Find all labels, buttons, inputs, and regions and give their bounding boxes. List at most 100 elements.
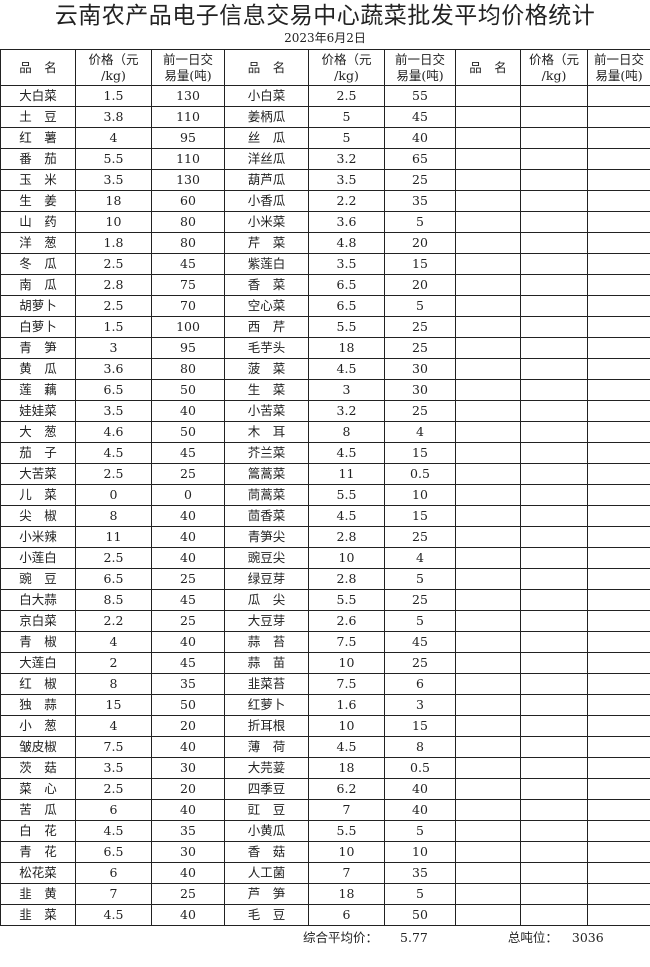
cell-empty (455, 106, 521, 128)
cell-price: 6.5 (75, 568, 152, 590)
header-row: 品 名 价格（元/kg) 前一日交 易量(吨) 品 名 价格（元/kg) 前一日交… (0, 49, 650, 86)
cell-volume: 50 (151, 421, 225, 443)
cell-name: 大白菜 (0, 85, 76, 107)
cell-empty (520, 295, 588, 317)
cell-volume: 80 (151, 211, 225, 233)
cell-volume: 10 (384, 841, 456, 863)
table-row: 娃娃菜 3.5 40 小苦菜 3.2 25 (0, 400, 650, 422)
table-row: 青 花 6.5 30 香 菇 10 10 (0, 841, 650, 863)
cell-name: 小白菜 (224, 85, 309, 107)
table-row: 番 茄 5.5 110 洋丝瓜 3.2 65 (0, 148, 650, 170)
cell-price: 8 (308, 421, 385, 443)
cell-volume: 130 (151, 169, 225, 191)
cell-price: 4.5 (75, 904, 152, 926)
header-name: 品 名 (455, 49, 521, 86)
cell-name: 折耳根 (224, 715, 309, 737)
cell-price: 3.5 (75, 757, 152, 779)
cell-volume: 45 (151, 652, 225, 674)
cell-empty (587, 316, 650, 338)
cell-price: 4.5 (308, 505, 385, 527)
cell-price: 6 (75, 862, 152, 884)
cell-empty (520, 316, 588, 338)
cell-name: 儿 菜 (0, 484, 76, 506)
cell-name: 京白菜 (0, 610, 76, 632)
cell-price: 7 (308, 862, 385, 884)
cell-empty (455, 610, 521, 632)
total-tonnage-label: 总吨位： (507, 930, 558, 945)
cell-volume: 130 (151, 85, 225, 107)
cell-empty (520, 484, 588, 506)
cell-name: 人工菌 (224, 862, 309, 884)
cell-empty (587, 715, 650, 737)
cell-price: 3.8 (75, 106, 152, 128)
table-row: 红 椒 8 35 韭菜苔 7.5 6 (0, 673, 650, 695)
cell-empty (587, 211, 650, 233)
cell-volume: 25 (151, 610, 225, 632)
header-volume: 前一日交 易量(吨) (587, 49, 650, 86)
cell-price: 2.5 (75, 253, 152, 275)
cell-price: 8 (75, 505, 152, 527)
cell-volume: 40 (384, 778, 456, 800)
cell-name: 薄 荷 (224, 736, 309, 758)
cell-empty (520, 883, 588, 905)
price-table: 品 名 价格（元/kg) 前一日交 易量(吨) 品 名 价格（元/kg) 前一日交… (0, 49, 650, 926)
table-row: 茄 子 4.5 45 芥兰菜 4.5 15 (0, 442, 650, 464)
cell-price: 2.8 (308, 568, 385, 590)
cell-price: 2.6 (308, 610, 385, 632)
cell-volume: 30 (151, 757, 225, 779)
cell-volume: 45 (151, 442, 225, 464)
cell-empty (455, 337, 521, 359)
average-price-label: 综合平均价： (303, 930, 379, 945)
table-row: 菜 心 2.5 20 四季豆 6.2 40 (0, 778, 650, 800)
cell-name: 豌豆尖 (224, 547, 309, 569)
header-volume: 前一日交 易量(吨) (151, 49, 225, 86)
cell-volume: 95 (151, 337, 225, 359)
cell-empty (455, 127, 521, 149)
cell-price: 4 (75, 631, 152, 653)
table-row: 洋 葱 1.8 80 芹 菜 4.8 20 (0, 232, 650, 254)
cell-price: 2.5 (308, 85, 385, 107)
cell-name: 皱皮椒 (0, 736, 76, 758)
cell-volume: 0.5 (384, 757, 456, 779)
cell-volume: 40 (151, 862, 225, 884)
cell-empty (455, 841, 521, 863)
cell-price: 10 (308, 652, 385, 674)
table-row: 皱皮椒 7.5 40 薄 荷 4.5 8 (0, 736, 650, 758)
cell-empty (455, 316, 521, 338)
cell-empty (455, 400, 521, 422)
cell-name: 瓜 尖 (224, 589, 309, 611)
cell-empty (587, 757, 650, 779)
cell-name: 韭菜苔 (224, 673, 309, 695)
cell-empty (455, 862, 521, 884)
cell-volume: 40 (151, 505, 225, 527)
cell-empty (587, 820, 650, 842)
cell-price: 5.5 (308, 316, 385, 338)
cell-empty (455, 694, 521, 716)
table-row: 莲 藕 6.5 50 生 菜 3 30 (0, 379, 650, 401)
cell-empty (587, 337, 650, 359)
cell-empty (587, 841, 650, 863)
cell-empty (587, 106, 650, 128)
cell-price: 2.8 (308, 526, 385, 548)
table-row: 胡萝卜 2.5 70 空心菜 6.5 5 (0, 295, 650, 317)
cell-empty (587, 358, 650, 380)
cell-volume: 40 (151, 799, 225, 821)
cell-empty (455, 820, 521, 842)
cell-price: 5.5 (308, 589, 385, 611)
cell-price: 4 (75, 715, 152, 737)
cell-price: 18 (75, 190, 152, 212)
header-name: 品 名 (0, 49, 76, 86)
cell-volume: 15 (384, 715, 456, 737)
cell-name: 红 椒 (0, 673, 76, 695)
cell-price: 2.2 (308, 190, 385, 212)
cell-volume: 50 (151, 379, 225, 401)
cell-empty (520, 799, 588, 821)
table-row: 南 瓜 2.8 75 香 菜 6.5 20 (0, 274, 650, 296)
cell-price: 1.8 (75, 232, 152, 254)
cell-volume: 40 (151, 904, 225, 926)
cell-volume: 50 (151, 694, 225, 716)
cell-name: 玉 米 (0, 169, 76, 191)
cell-volume: 5 (384, 820, 456, 842)
cell-name: 菠 菜 (224, 358, 309, 380)
